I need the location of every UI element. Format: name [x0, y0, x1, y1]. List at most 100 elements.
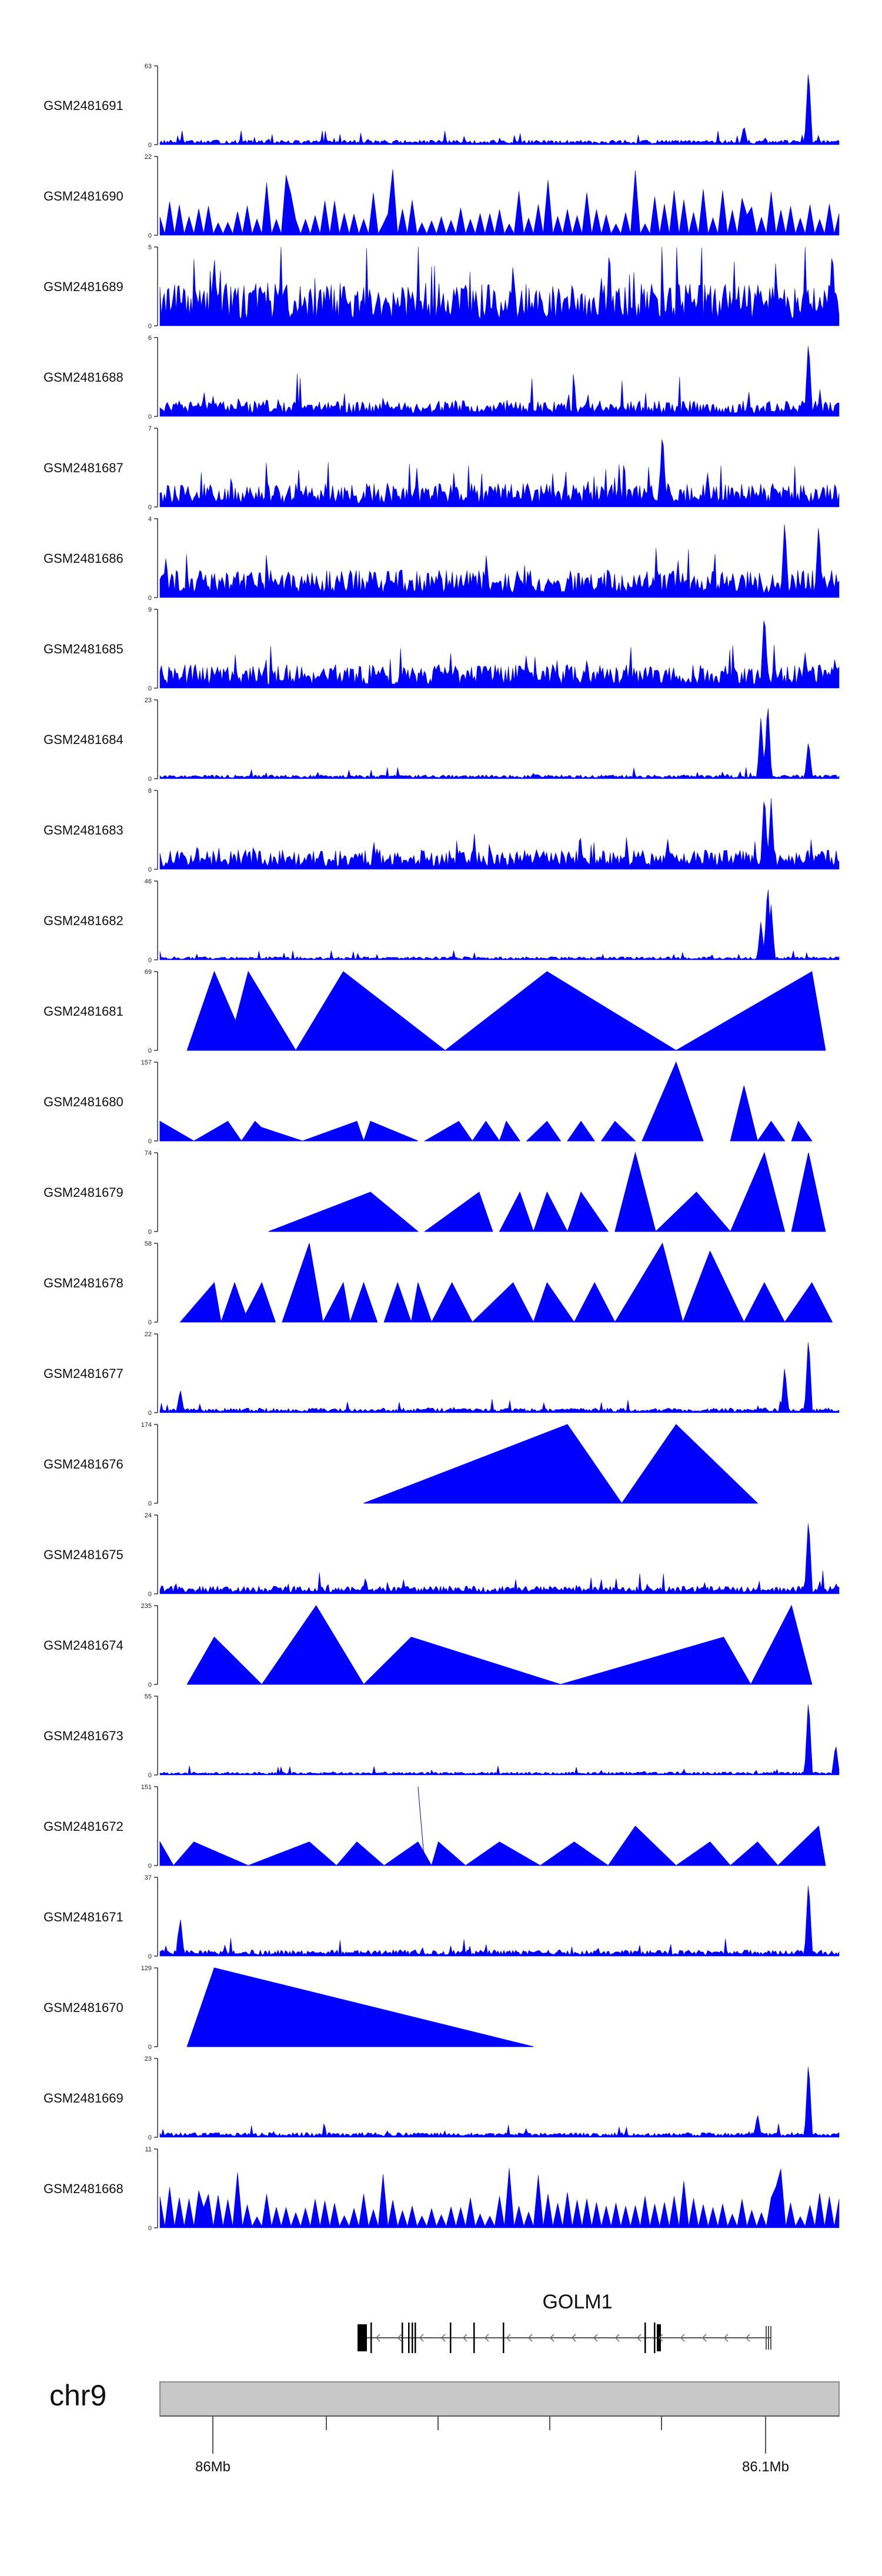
- coverage-segment: [560, 1637, 751, 1685]
- gene-exon: [503, 2323, 505, 2353]
- coverage-segment: [614, 1242, 683, 1323]
- coverage-area: [159, 74, 840, 145]
- coverage-segment: [268, 1192, 419, 1232]
- track-label: GSM2481687: [44, 461, 123, 475]
- coverage-segment: [248, 1841, 338, 1866]
- track-gsm2481679: GSM2481679 74 0: [44, 1150, 826, 1236]
- track-gsm2481684: GSM2481684 23 0: [44, 697, 840, 783]
- track-gsm2481683: GSM2481683 8 0: [44, 788, 840, 873]
- track-label: GSM2481683: [44, 823, 123, 837]
- track-gsm2481682: GSM2481682 46 0: [44, 878, 840, 964]
- y-min-label: 0: [148, 1138, 152, 1145]
- y-min-label: 0: [148, 1591, 152, 1598]
- y-min-label: 0: [148, 323, 152, 330]
- coverage-segment: [675, 1841, 731, 1866]
- coverage-segment: [526, 1120, 562, 1142]
- y-max-label: 74: [145, 1150, 152, 1157]
- coverage-segment: [363, 1120, 419, 1142]
- track-label: GSM2481675: [44, 1547, 123, 1562]
- coverage-segment: [186, 1967, 534, 2047]
- y-min-label: 0: [148, 1953, 152, 1960]
- coverage-segment: [431, 1841, 467, 1866]
- y-min-label: 0: [148, 1863, 152, 1870]
- y-min-label: 0: [148, 1681, 152, 1689]
- chromosome-bar: [159, 2381, 840, 2417]
- y-min-label: 0: [148, 776, 152, 783]
- y-min-label: 0: [148, 2044, 152, 2051]
- track-gsm2481690: GSM2481690 22 0: [44, 154, 840, 239]
- coverage-segment: [282, 1243, 323, 1323]
- coverage-segment: [423, 1192, 493, 1232]
- y-min-label: 0: [148, 504, 152, 511]
- track-label: GSM2481677: [44, 1366, 123, 1381]
- gene-exon: [402, 2323, 403, 2353]
- track-gsm2481686: GSM2481686 4 0: [44, 516, 840, 602]
- strand-arrow-icon: [636, 2334, 642, 2342]
- track-gsm2481675: GSM2481675 24 0: [44, 1512, 840, 1598]
- coverage-area: [159, 246, 840, 326]
- coverage-segment: [423, 1120, 473, 1142]
- coverage-segment: [383, 1282, 412, 1323]
- coverage-segment: [757, 1120, 786, 1142]
- strand-arrow-icon: [571, 2334, 576, 2342]
- track-label: GSM2481669: [44, 2091, 123, 2105]
- coverage-segment: [363, 1637, 561, 1685]
- track-gsm2481687: GSM2481687 7 0: [44, 425, 840, 511]
- coverage-segment: [322, 1282, 350, 1323]
- coverage-segment: [674, 971, 826, 1051]
- coverage-area: [159, 2168, 840, 2228]
- coverage-segment: [240, 1282, 276, 1323]
- coverage-segment: [410, 1282, 432, 1323]
- coverage-segment: [248, 1125, 303, 1142]
- axis-tick-label-86mb: 86Mb: [195, 2459, 230, 2475]
- coverage-segment: [750, 1604, 813, 1685]
- track-gsm2481680: GSM2481680 157 0: [44, 1059, 813, 1145]
- track-gsm2481670: GSM2481670 129 0: [44, 1965, 534, 2051]
- strand-arrow-icon: [745, 2334, 750, 2342]
- strand-arrow-icon: [506, 2334, 511, 2342]
- gene-exon: [370, 2323, 372, 2353]
- y-min-label: 0: [148, 1319, 152, 1326]
- y-max-label: 129: [141, 1965, 152, 1972]
- track-label: GSM2481682: [44, 913, 123, 928]
- y-max-label: 235: [141, 1603, 152, 1610]
- y-min-label: 0: [148, 232, 152, 239]
- strand-arrow-icon: [462, 2334, 467, 2342]
- coverage-segment: [444, 971, 677, 1051]
- y-max-label: 157: [141, 1059, 152, 1066]
- track-label: GSM2481672: [44, 1819, 123, 1834]
- coverage-tracks: GSM2481691630GSM2481690220GSM248168950GS…: [44, 63, 840, 2232]
- y-max-label: 4: [148, 516, 152, 523]
- coverage-segment: [186, 1636, 263, 1685]
- y-max-label: 8: [148, 788, 152, 795]
- track-gsm2481669: GSM2481669 23 0: [44, 2056, 840, 2141]
- gene-exon: [450, 2323, 452, 2353]
- strand-arrow-icon: [723, 2334, 729, 2342]
- gene-exon: [412, 2323, 413, 2353]
- coverage-segment: [179, 1282, 222, 1323]
- coverage-area: [159, 889, 840, 960]
- track-label: GSM2481691: [44, 98, 123, 113]
- track-gsm2481685: GSM2481685 9 0: [44, 606, 840, 692]
- gene-exon: [654, 2323, 656, 2353]
- track-label: GSM2481690: [44, 189, 123, 203]
- strand-arrow-icon: [419, 2334, 424, 2342]
- coverage-area: [159, 1886, 840, 1957]
- coverage-area: [159, 2067, 840, 2138]
- chromosome-label: chr9: [49, 2379, 106, 2412]
- y-max-label: 11: [145, 2146, 152, 2153]
- strand-arrow-icon: [614, 2334, 620, 2342]
- coverage-segment: [349, 1282, 378, 1323]
- coverage-segment: [539, 1841, 609, 1866]
- track-label: GSM2481685: [44, 642, 123, 656]
- track-label: GSM2481674: [44, 1638, 123, 1653]
- strand-arrow-icon: [527, 2334, 533, 2342]
- chromosome-ideogram: chr9 86Mb 86.1Mb: [49, 2379, 840, 2475]
- coverage-segment: [159, 1120, 195, 1142]
- y-max-label: 174: [141, 1422, 152, 1429]
- y-max-label: 7: [148, 425, 152, 432]
- coverage-segment: [220, 1282, 249, 1323]
- track-label: GSM2481670: [44, 2000, 123, 2015]
- coverage-segment: [383, 1841, 432, 1866]
